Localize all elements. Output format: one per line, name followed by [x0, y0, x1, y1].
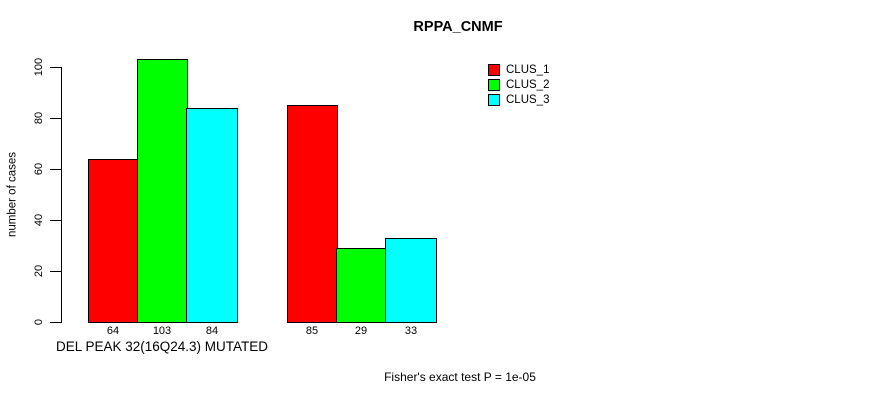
y-axis-label: number of cases	[6, 152, 19, 238]
y-tick	[50, 118, 61, 119]
bar-value-label: 29	[354, 325, 368, 337]
y-tick	[50, 169, 61, 170]
bar-clus_2-group-2	[336, 248, 387, 323]
legend-item: CLUS_1	[488, 62, 549, 77]
bar-value-label: 64	[106, 325, 120, 337]
y-tick	[50, 322, 61, 323]
bar-value-label: 103	[152, 325, 172, 337]
legend-label: CLUS_2	[506, 78, 550, 91]
legend-swatch-clus_3	[488, 93, 500, 106]
y-tick-label: 40	[33, 213, 45, 227]
legend-item: CLUS_3	[488, 92, 549, 107]
y-tick-label: 100	[33, 57, 45, 77]
y-tick-label: 80	[33, 111, 45, 125]
bar-clus_3-group-2	[385, 238, 437, 323]
y-tick-label: 60	[33, 162, 45, 176]
group-label: DEL PEAK 32(16Q24.3) MUTATED	[55, 339, 269, 354]
legend-swatch-clus_1	[488, 63, 500, 76]
bar-value-label: 84	[205, 325, 219, 337]
y-tick	[50, 220, 61, 221]
chart-title: RPPA_CNMF	[413, 19, 503, 35]
bar-clus_2-group-1	[137, 59, 188, 323]
legend-label: CLUS_3	[506, 93, 550, 106]
y-tick-label: 20	[33, 264, 45, 278]
bar-value-label: 33	[404, 325, 418, 337]
bar-clus_1-group-1	[88, 159, 139, 323]
legend: CLUS_1 CLUS_2 CLUS_3	[488, 62, 549, 107]
footnote-text: Fisher's exact test P = 1e-05	[384, 370, 536, 384]
bar-clus_3-group-1	[186, 108, 238, 323]
y-tick-label: 0	[33, 318, 45, 326]
legend-item: CLUS_2	[488, 77, 549, 92]
bar-value-label: 85	[305, 325, 319, 337]
legend-label: CLUS_1	[506, 63, 550, 76]
legend-swatch-clus_2	[488, 78, 500, 91]
y-tick	[50, 271, 61, 272]
bar-clus_1-group-2	[287, 105, 338, 323]
y-axis-line	[61, 67, 62, 323]
y-tick	[50, 67, 61, 68]
